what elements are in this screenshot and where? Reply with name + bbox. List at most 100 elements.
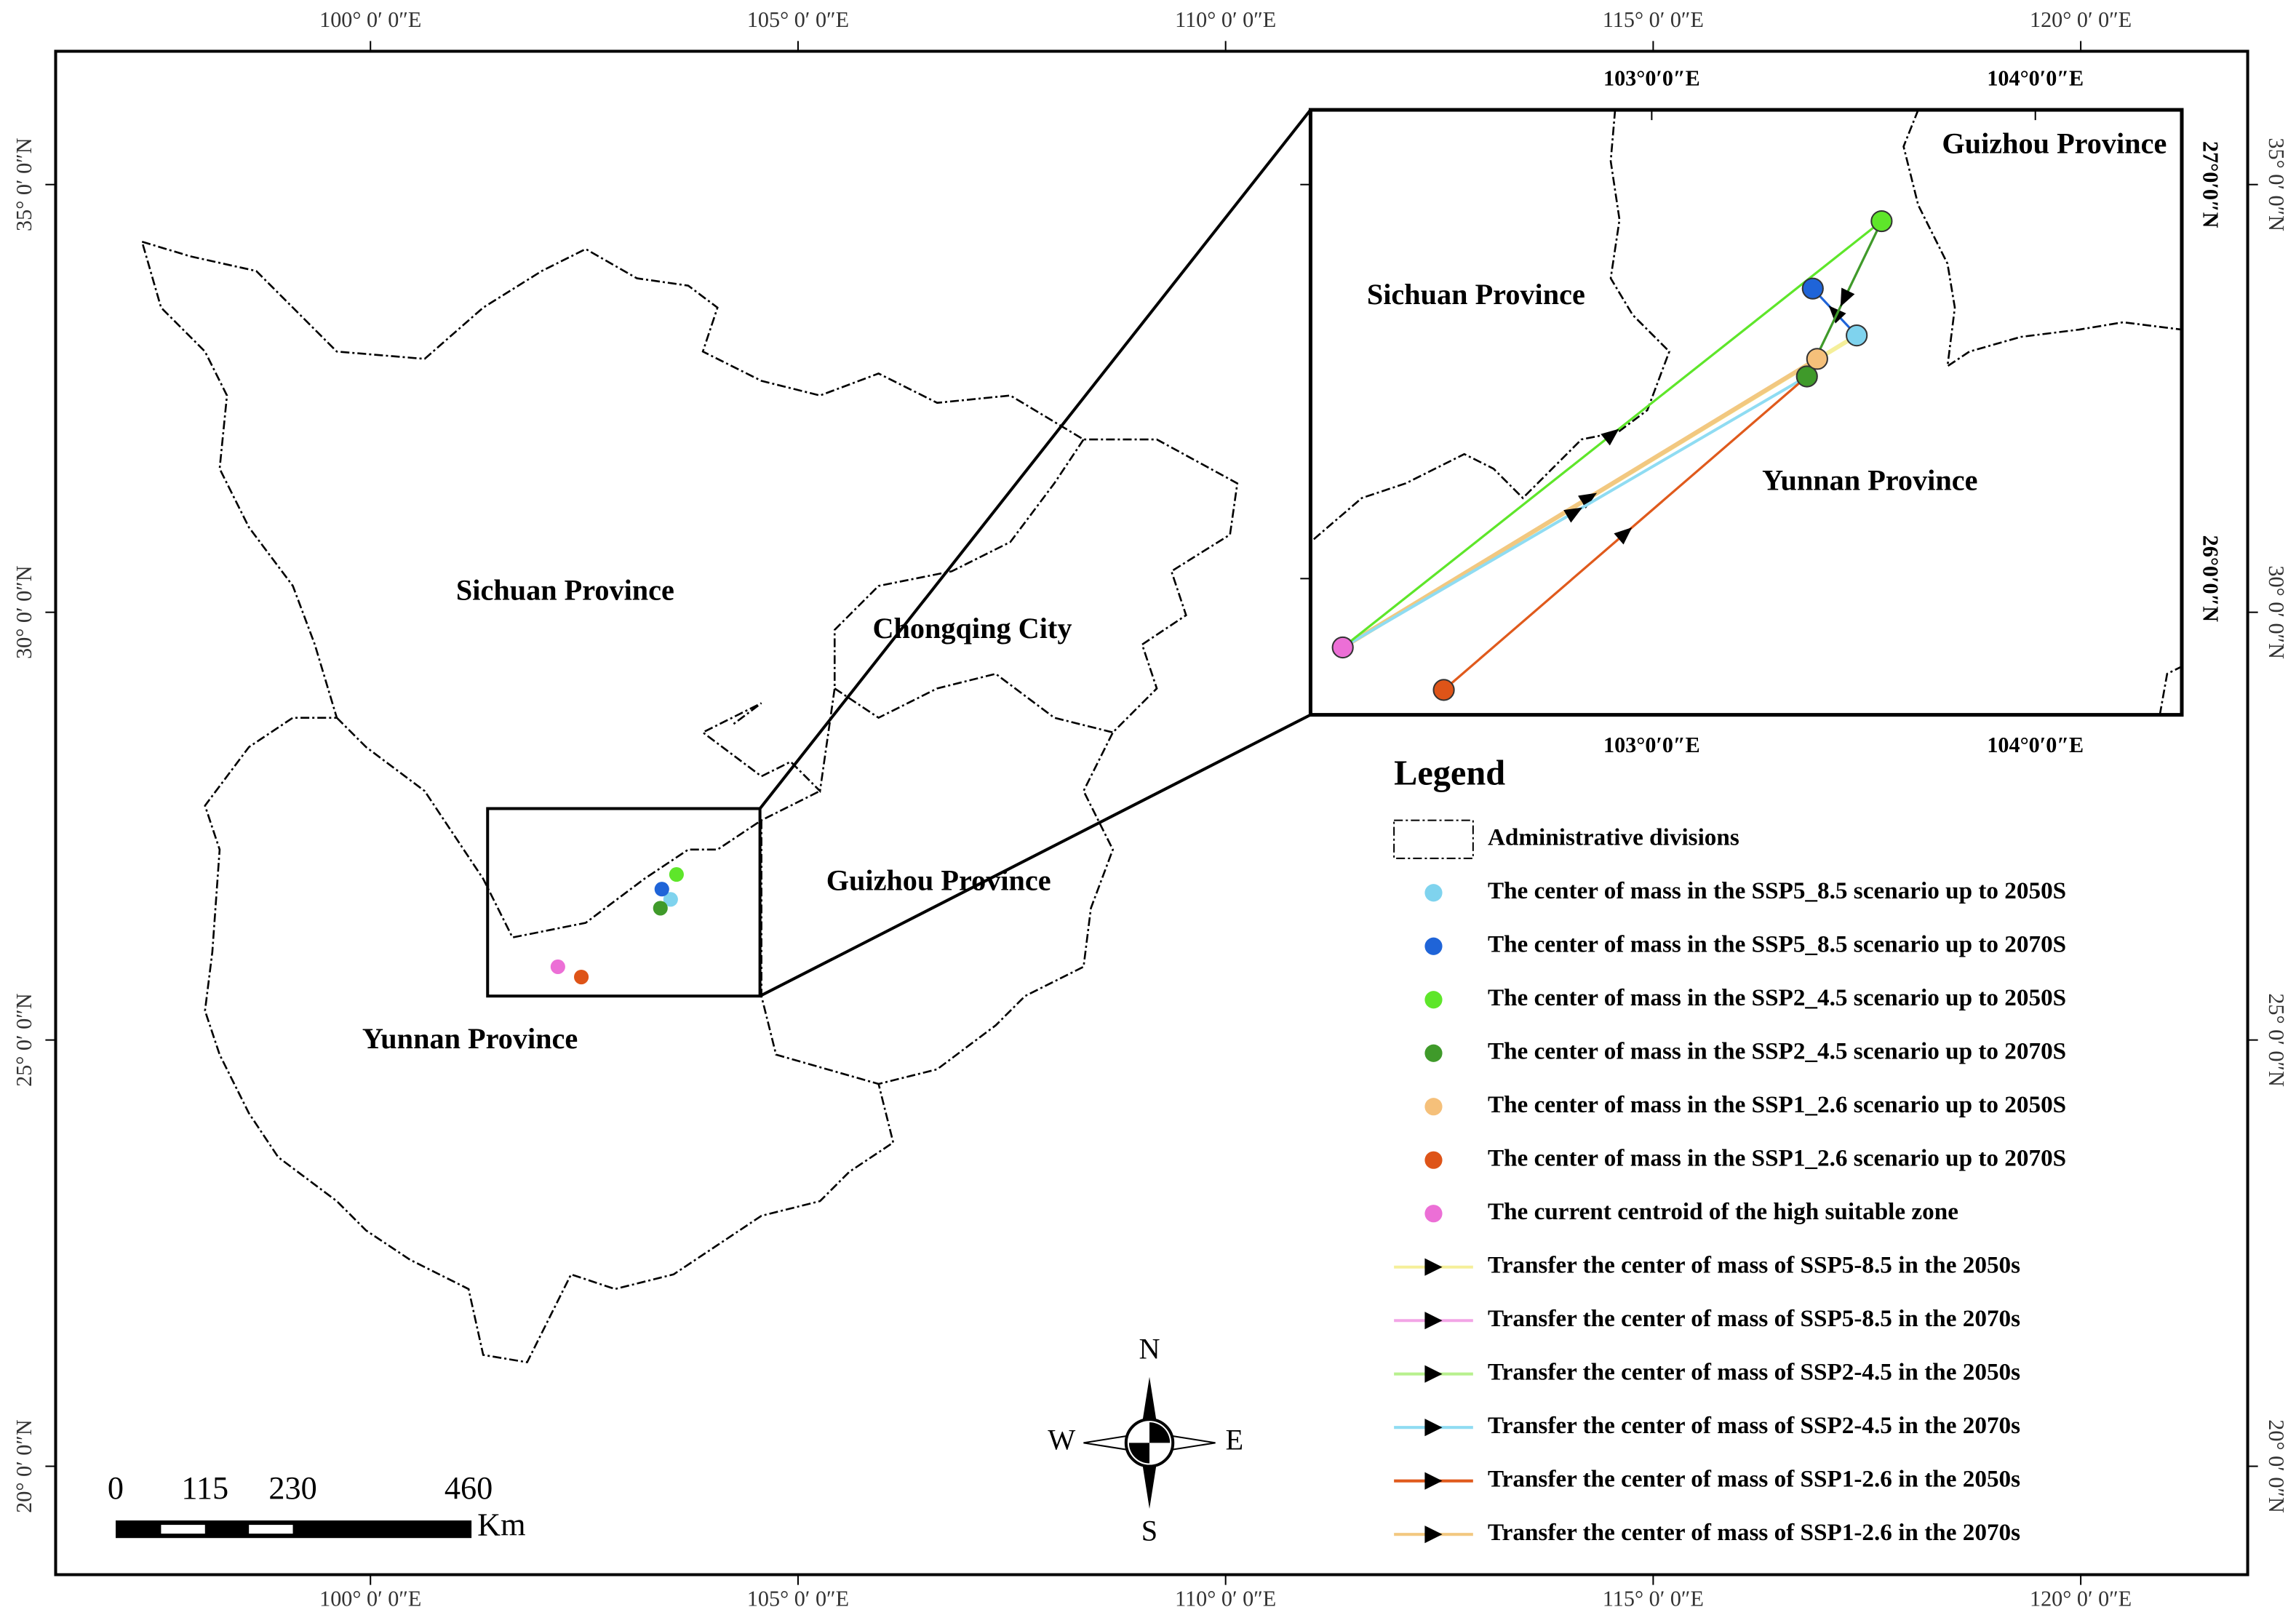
legend-label: Transfer the center of mass of SSP2-4.5 … [1488, 1358, 2020, 1385]
compass-label: E [1225, 1424, 1243, 1456]
inset-label: Guizhou Province [1942, 127, 2167, 160]
lat-label: 35° 0′ 0″N [12, 137, 36, 231]
inset-lon-label: 104°0′0″E [1987, 733, 2084, 757]
compass-label: W [1048, 1424, 1075, 1456]
lon-label: 105° 0′ 0″E [747, 1587, 849, 1611]
province-label: Sichuan Province [456, 574, 674, 607]
legend-swatch [1424, 884, 1443, 902]
arrowhead [1578, 493, 1598, 509]
legend-label: Transfer the center of mass of SSP5-8.5 … [1488, 1251, 2020, 1278]
lon-label: 110° 0′ 0″E [1175, 1587, 1276, 1611]
scale-label: 115 [181, 1470, 228, 1506]
legend-label: The center of mass in the SSP1_2.6 scena… [1488, 1144, 2066, 1171]
scale-label: 0 [108, 1470, 124, 1506]
legend-label: Transfer the center of mass of SSP2-4.5 … [1488, 1412, 2020, 1439]
lon-label: 105° 0′ 0″E [747, 7, 849, 32]
centroid [1806, 348, 1828, 370]
lat-label: 25° 0′ 0″N [12, 993, 36, 1087]
scale-label: 230 [268, 1470, 316, 1506]
legend-label: Transfer the center of mass of SSP1-2.6 … [1488, 1465, 2020, 1492]
compass: N S E W [1048, 1333, 1243, 1547]
inset-label: Sichuan Province [1367, 278, 1585, 311]
legend-arrow [1424, 1472, 1443, 1490]
lat-label: 20° 0′ 0″N [2264, 1419, 2289, 1513]
inset-extent [486, 807, 762, 998]
legend-swatch [1393, 819, 1474, 859]
lon-label: 120° 0′ 0″E [2030, 1587, 2132, 1611]
legend-swatch [1424, 1098, 1443, 1116]
scale-bar-segment [161, 1525, 205, 1534]
legend-arrow [1424, 1419, 1443, 1437]
inset-lon-label: 103°0′0″E [1603, 66, 1700, 91]
centroid [653, 901, 668, 916]
lat-label: 35° 0′ 0″N [2264, 137, 2289, 231]
legend-swatch [1424, 1205, 1443, 1223]
scale-bar [116, 1520, 472, 1539]
legend-label: The center of mass in the SSP5_8.5 scena… [1488, 930, 2066, 957]
transfer-line [1342, 356, 1819, 650]
province-border [701, 439, 1085, 794]
compass-center [1128, 1422, 1171, 1464]
legend-arrow [1424, 1312, 1443, 1330]
centroid [1870, 210, 1893, 233]
scale-label: 460 [445, 1470, 493, 1506]
legend-title: Legend [1394, 754, 1505, 792]
compass-label: N [1139, 1333, 1160, 1365]
centroid [663, 892, 678, 907]
province-border [2159, 665, 2183, 715]
lon-label: 100° 0′ 0″E [319, 7, 421, 32]
lat-label: 20° 0′ 0″N [12, 1419, 36, 1513]
legend-swatch [1424, 1151, 1443, 1169]
legend-arrow [1424, 1258, 1443, 1276]
legend-label: Administrative divisions [1488, 824, 1739, 850]
lat-label: 25° 0′ 0″N [2264, 993, 2289, 1087]
legend-label: Transfer the center of mass of SSP1-2.6 … [1488, 1519, 2020, 1546]
legend-arrow [1424, 1526, 1443, 1544]
legend-swatch [1424, 1044, 1443, 1062]
province-label: Chongqing City [872, 612, 1072, 645]
inset-lat-label: 27°0′0″N [2198, 141, 2223, 228]
centroid [1331, 636, 1354, 659]
inset-label: Yunnan Province [1762, 464, 1977, 497]
legend-swatch [1424, 991, 1443, 1009]
legend-label: The center of mass in the SSP5_8.5 scena… [1488, 877, 2066, 904]
province-label: Yunnan Province [362, 1022, 578, 1055]
centroid [1846, 324, 1868, 347]
inset-lat-label: 26°0′0″N [2198, 535, 2223, 623]
lon-label: 110° 0′ 0″E [1175, 7, 1276, 32]
legend-label: Transfer the center of mass of SSP5-8.5 … [1488, 1305, 2020, 1332]
connector [759, 713, 1312, 997]
legend-label: The current centroid of the high suitabl… [1488, 1198, 1958, 1225]
inset-lon-label: 104°0′0″E [1987, 66, 2084, 91]
lon-label: 115° 0′ 0″E [1603, 1587, 1704, 1611]
province-label: Guizhou Province [826, 864, 1051, 896]
scale-unit: Km [477, 1507, 525, 1542]
legend-label: The center of mass in the SSP1_2.6 scena… [1488, 1091, 2066, 1118]
centroid [1432, 679, 1455, 701]
scale-bar-segment [249, 1525, 293, 1534]
province-border [1310, 109, 1671, 543]
centroid [654, 882, 669, 897]
legend-swatch [1424, 937, 1443, 955]
province-border [336, 717, 821, 939]
legend-label: The center of mass in the SSP2_4.5 scena… [1488, 984, 2066, 1011]
lon-label: 120° 0′ 0″E [2030, 7, 2132, 32]
lon-label: 115° 0′ 0″E [1603, 7, 1704, 32]
centroid [550, 959, 565, 975]
province-border [1902, 109, 2183, 369]
province-border [834, 672, 1114, 734]
map-frame [54, 49, 2249, 1576]
legend-label: The center of mass in the SSP2_4.5 scena… [1488, 1037, 2066, 1064]
legend-arrow [1424, 1365, 1443, 1383]
compass-label: S [1141, 1514, 1157, 1547]
connector [759, 108, 1312, 810]
arrowhead [1614, 527, 1633, 545]
lat-label: 30° 0′ 0″N [2264, 565, 2289, 659]
arrowhead [1840, 287, 1855, 307]
region-outline [140, 240, 1239, 1364]
centroid [574, 969, 589, 985]
arrowhead [1601, 428, 1619, 446]
inset-lon-label: 103°0′0″E [1603, 733, 1700, 757]
lon-label: 100° 0′ 0″E [319, 1587, 421, 1611]
